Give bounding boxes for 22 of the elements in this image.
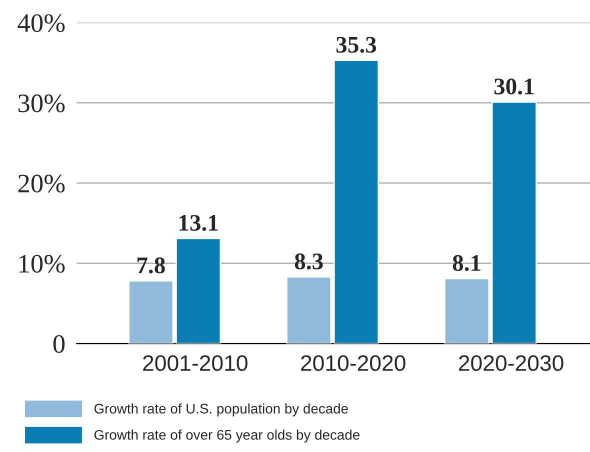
x-tick-label: 2001-2010 bbox=[143, 355, 248, 371]
bar bbox=[128, 280, 174, 344]
data-label: 30.1 bbox=[494, 78, 534, 95]
data-label: 8.3 bbox=[294, 253, 323, 270]
y-tick-label: 10% bbox=[20, 254, 65, 273]
bar bbox=[444, 278, 490, 344]
data-label: 7.8 bbox=[138, 257, 165, 274]
y-tick-label: 30% bbox=[18, 94, 65, 112]
x-tick-label: 2020-2030 bbox=[459, 355, 564, 371]
y-tick-label: 0 bbox=[53, 335, 65, 353]
bar bbox=[333, 60, 380, 344]
y-tick-label: 40% bbox=[18, 14, 65, 32]
data-label: 8.1 bbox=[452, 255, 480, 272]
bar bbox=[286, 276, 332, 344]
legend-label: Growth rate of over 65 year olds by decade bbox=[94, 430, 360, 443]
y-tick-label: 20% bbox=[18, 174, 65, 193]
data-label: 13.1 bbox=[180, 214, 218, 231]
x-tick-label: 2010-2020 bbox=[301, 355, 406, 371]
legend-label: Growth rate of U.S. population by decade bbox=[94, 403, 348, 416]
data-label: 35.3 bbox=[336, 36, 376, 53]
bar bbox=[176, 238, 222, 344]
bar bbox=[491, 101, 537, 344]
